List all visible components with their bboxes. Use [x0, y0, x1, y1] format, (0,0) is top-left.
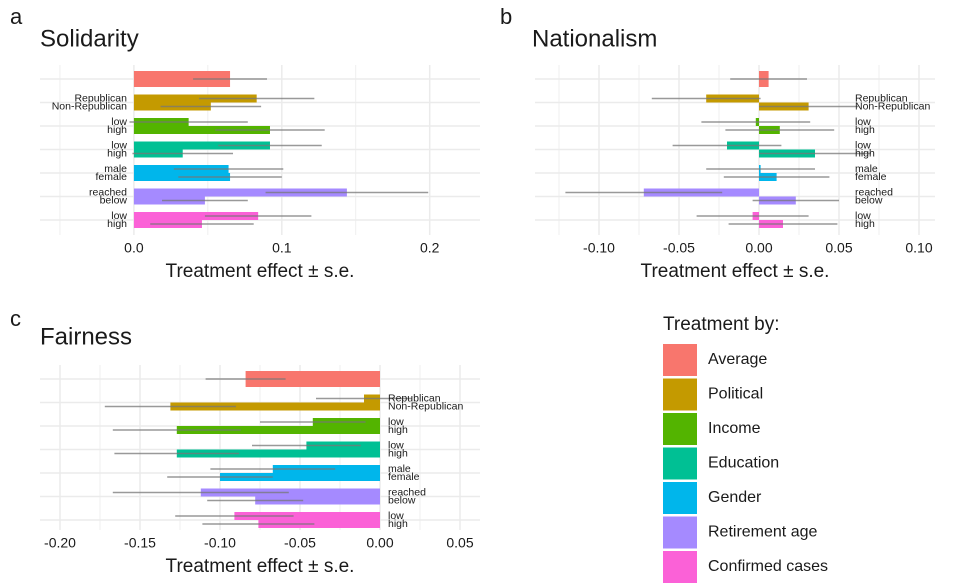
bar [258, 520, 380, 528]
bar [133, 71, 231, 87]
bar [133, 126, 270, 134]
x-tick-label: 0.05 [825, 240, 852, 256]
legend-label: Education [708, 455, 779, 472]
x-tick-label: -0.15 [124, 535, 156, 551]
bar [245, 371, 380, 387]
x-tick-label: -0.10 [583, 240, 615, 256]
row-label: low [388, 439, 404, 451]
bar [200, 488, 380, 497]
row-label: high [107, 218, 127, 230]
x-tick-label: 0.10 [905, 240, 932, 256]
x-axis-title: Treatment effect ± s.e. [166, 556, 355, 577]
x-tick-label: -0.10 [204, 535, 236, 551]
x-tick-label: 0.0 [124, 240, 144, 256]
bar [133, 212, 259, 220]
panel-letter: a [10, 4, 23, 29]
legend-swatch [663, 378, 697, 411]
legend-label: Average [708, 351, 767, 368]
legend-label: Income [708, 420, 761, 437]
chart-title: Fairness [40, 323, 132, 350]
row-label: low [855, 210, 871, 222]
legend-label: Confirmed cases [708, 558, 828, 575]
row-label: Republican [388, 392, 441, 404]
panel-letter: b [500, 4, 512, 29]
x-tick-label: 0.05 [446, 535, 473, 551]
legend-swatch [663, 447, 697, 480]
row-label: high [855, 218, 875, 230]
row-label: male [104, 163, 127, 175]
row-label: high [388, 424, 408, 436]
row-label: male [388, 463, 411, 475]
legend-label: Gender [708, 489, 762, 506]
row-label: low [388, 510, 404, 522]
row-label: low [111, 210, 127, 222]
row-label: high [107, 124, 127, 136]
x-tick-label: 0.00 [745, 240, 772, 256]
row-label: female [855, 171, 887, 183]
bar [133, 94, 257, 103]
legend-swatch [663, 551, 697, 583]
row-label: below [388, 494, 416, 506]
x-tick-label: 0.00 [366, 535, 393, 551]
row-label: female [95, 171, 127, 183]
row-label: low [111, 139, 127, 151]
chart-title: Solidarity [40, 25, 139, 52]
x-axis-title: Treatment effect ± s.e. [166, 261, 355, 282]
row-label: high [107, 147, 127, 159]
panel-letter: c [10, 306, 21, 331]
legend-swatch [663, 413, 697, 445]
bar [176, 449, 380, 458]
legend-title: Treatment by: [663, 314, 780, 335]
bar [170, 402, 380, 411]
row-label: Republican [855, 92, 908, 104]
row-label: low [111, 116, 127, 128]
row-label: high [855, 124, 875, 136]
x-tick-label: -0.05 [284, 535, 316, 551]
legend-swatch [663, 482, 697, 514]
legend-swatch [663, 344, 697, 376]
chart-title: Nationalism [532, 25, 657, 52]
row-label: female [388, 471, 420, 483]
bar [255, 496, 380, 505]
bar [176, 426, 380, 434]
row-label: high [388, 518, 408, 530]
x-tick-label: 0.2 [420, 240, 440, 256]
row-label: Non-Republican [388, 400, 463, 412]
row-label: below [100, 194, 128, 206]
x-tick-label: -0.05 [663, 240, 695, 256]
row-label: reached [89, 186, 127, 198]
legend-swatch [663, 516, 697, 549]
row-label: high [388, 447, 408, 459]
x-axis-title: Treatment effect ± s.e. [641, 261, 830, 282]
row-label: high [855, 147, 875, 159]
row-label: reached [855, 186, 893, 198]
row-label: below [855, 194, 883, 206]
row-label: Non-Republican [855, 100, 930, 112]
row-label: male [855, 163, 878, 175]
row-label: reached [388, 486, 426, 498]
bar [220, 473, 380, 481]
row-label: low [855, 139, 871, 151]
x-tick-label: -0.20 [44, 535, 76, 551]
legend-label: Retirement age [708, 524, 817, 541]
row-label: low [388, 416, 404, 428]
bar [133, 141, 270, 150]
x-tick-label: 0.1 [272, 240, 292, 256]
bar [133, 188, 347, 197]
row-label: Non-Republican [52, 100, 127, 112]
legend-label: Political [708, 386, 763, 403]
row-label: low [855, 116, 871, 128]
bar [234, 512, 380, 520]
row-label: Republican [74, 92, 127, 104]
